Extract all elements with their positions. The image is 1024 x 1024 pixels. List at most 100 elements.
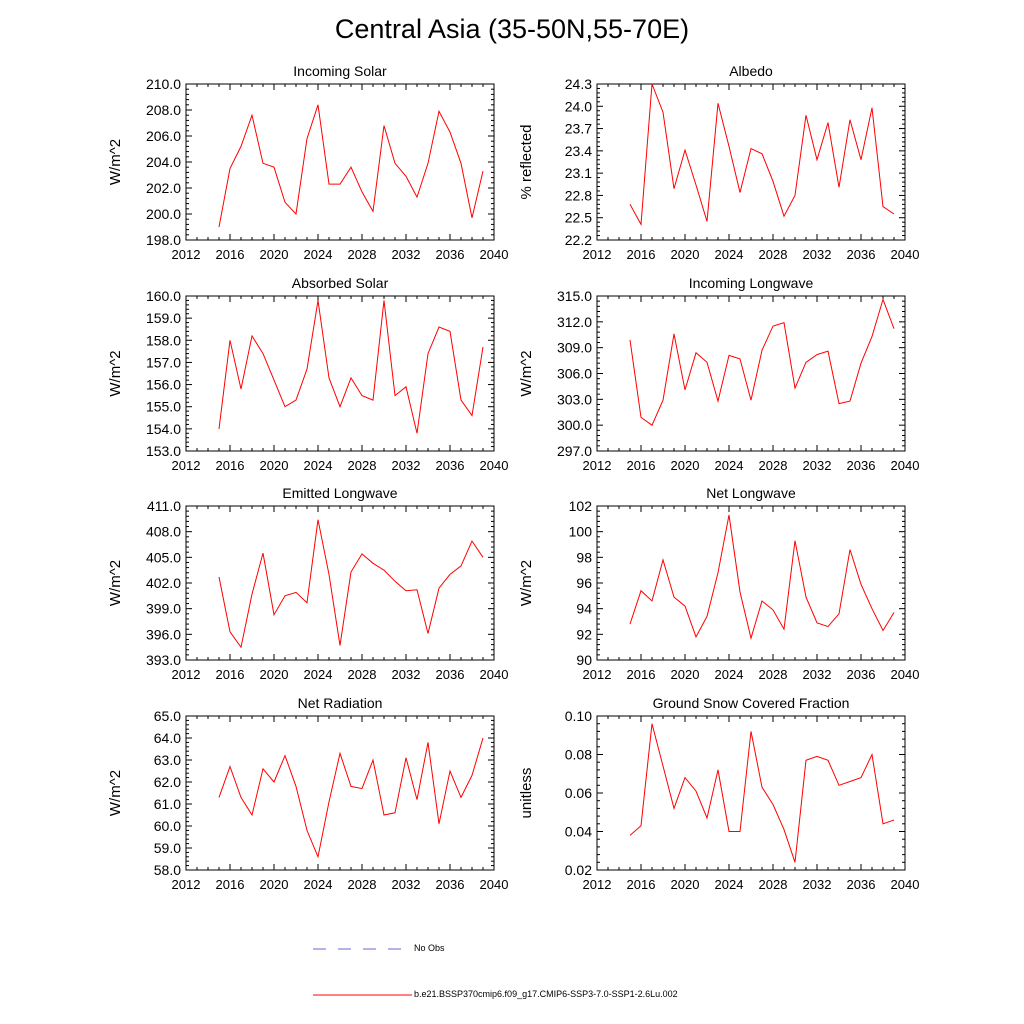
panel-title: Albedo	[729, 63, 773, 79]
y-tick-label: 158.0	[146, 332, 181, 348]
panel-title: Net Radiation	[298, 695, 383, 711]
x-tick-label: 2028	[348, 247, 377, 262]
x-tick-label: 2020	[671, 877, 700, 892]
x-tick-label: 2040	[891, 667, 920, 682]
x-tick-label: 2040	[480, 247, 509, 262]
x-tick-label: 2036	[436, 458, 465, 473]
panel-title: Absorbed Solar	[292, 275, 389, 291]
x-tick-label: 2024	[304, 667, 333, 682]
x-tick-label: 2040	[891, 877, 920, 892]
x-tick-label: 2016	[627, 458, 656, 473]
y-tick-label: 0.08	[565, 747, 592, 763]
x-tick-label: 2040	[480, 667, 509, 682]
y-tick-label: 155.0	[146, 399, 181, 415]
y-tick-label: 61.0	[154, 796, 181, 812]
panel-title: Net Longwave	[706, 485, 796, 501]
x-tick-label: 2016	[627, 877, 656, 892]
y-tick-label: 206.0	[146, 128, 181, 144]
x-tick-label: 2012	[583, 877, 612, 892]
y-tick-label: 0.02	[565, 862, 592, 878]
x-tick-label: 2028	[759, 667, 788, 682]
y-tick-label: 22.5	[565, 210, 592, 226]
y-tick-label: 315.0	[557, 288, 592, 304]
x-tick-label: 2016	[216, 458, 245, 473]
page-title: Central Asia (35-50N,55-70E)	[334, 14, 690, 44]
x-tick-label: 2012	[583, 667, 612, 682]
panel-3: 2012 2016 2020 2024 2028 2032 2036 2040 153.0 154…	[107, 275, 508, 473]
y-tick-label: 59.0	[154, 840, 181, 856]
y-tick-label: 0.04	[565, 824, 592, 840]
y-tick-label: 24.3	[565, 76, 592, 92]
x-tick-label: 2024	[304, 458, 333, 473]
y-tick-label: 157.0	[146, 354, 181, 370]
panel-8: 2012 2016 2020 2024 2028 2032 2036 2040 0.02 0.04…	[518, 695, 919, 892]
x-tick-label: 2016	[627, 667, 656, 682]
y-tick-label: 202.0	[146, 180, 181, 196]
y-tick-label: 102	[569, 498, 593, 514]
panel-2: 2012 2016 2020 2024 2028 2032 2036 2040 22.2 22.5…	[518, 63, 919, 262]
x-tick-label: 2020	[671, 458, 700, 473]
y-axis-label: W/m^2	[518, 350, 535, 396]
y-axis-label: W/m^2	[107, 560, 124, 606]
y-tick-label: 399.0	[146, 601, 181, 617]
x-tick-label: 2020	[671, 667, 700, 682]
x-tick-label: 2036	[847, 877, 876, 892]
y-tick-label: 23.4	[565, 143, 592, 159]
x-tick-label: 2032	[803, 667, 832, 682]
x-tick-label: 2040	[480, 458, 509, 473]
x-tick-label: 2020	[260, 667, 289, 682]
plot-frame	[596, 295, 906, 452]
plot-frame	[596, 715, 906, 871]
x-tick-label: 2028	[348, 458, 377, 473]
y-tick-label: 60.0	[154, 818, 181, 834]
y-tick-label: 94	[576, 601, 592, 617]
x-tick-label: 2024	[715, 247, 744, 262]
series-line	[218, 519, 484, 649]
y-tick-label: 309.0	[557, 340, 592, 356]
y-tick-label: 393.0	[146, 652, 181, 668]
y-tick-label: 411.0	[147, 498, 181, 514]
x-tick-label: 2036	[436, 247, 465, 262]
y-axis-label: % reflected	[518, 124, 535, 199]
plot-frame	[185, 83, 495, 241]
y-tick-label: 297.0	[557, 443, 592, 459]
x-tick-label: 2012	[172, 667, 201, 682]
x-tick-label: 2016	[216, 247, 245, 262]
y-tick-label: 402.0	[146, 575, 181, 591]
y-tick-label: 153.0	[146, 443, 181, 459]
series-line	[629, 514, 895, 641]
series-line	[629, 723, 895, 863]
y-tick-label: 0.10	[565, 708, 592, 724]
x-tick-label: 2032	[392, 667, 421, 682]
y-tick-label: 198.0	[146, 232, 181, 248]
x-tick-label: 2032	[803, 458, 832, 473]
x-tick-label: 2020	[260, 458, 289, 473]
x-tick-label: 2016	[216, 667, 245, 682]
y-tick-label: 62.0	[154, 774, 181, 790]
x-tick-label: 2012	[172, 458, 201, 473]
series-line	[629, 297, 895, 426]
plot-frame	[596, 83, 906, 241]
x-tick-label: 2028	[759, 247, 788, 262]
y-tick-label: 312.0	[557, 314, 592, 330]
y-axis-label: W/m^2	[107, 770, 124, 816]
x-tick-label: 2016	[216, 877, 245, 892]
x-tick-label: 2036	[847, 458, 876, 473]
x-tick-label: 2040	[891, 247, 920, 262]
y-tick-label: 100	[569, 524, 593, 540]
x-tick-label: 2024	[304, 247, 333, 262]
x-tick-label: 2016	[627, 247, 656, 262]
y-tick-label: 23.7	[565, 121, 592, 137]
x-tick-label: 2012	[583, 247, 612, 262]
panel-5: 2012 2016 2020 2024 2028 2032 2036 2040 393.0 396…	[107, 485, 508, 682]
x-tick-label: 2028	[348, 877, 377, 892]
x-tick-label: 2036	[847, 247, 876, 262]
y-tick-label: 63.0	[154, 752, 181, 768]
x-tick-label: 2024	[304, 877, 333, 892]
series-line	[218, 104, 484, 228]
x-tick-label: 2032	[392, 458, 421, 473]
y-tick-label: 306.0	[557, 366, 592, 382]
plot-frame	[185, 295, 495, 452]
y-tick-label: 204.0	[146, 154, 181, 170]
panel-title: Incoming Solar	[293, 63, 387, 79]
